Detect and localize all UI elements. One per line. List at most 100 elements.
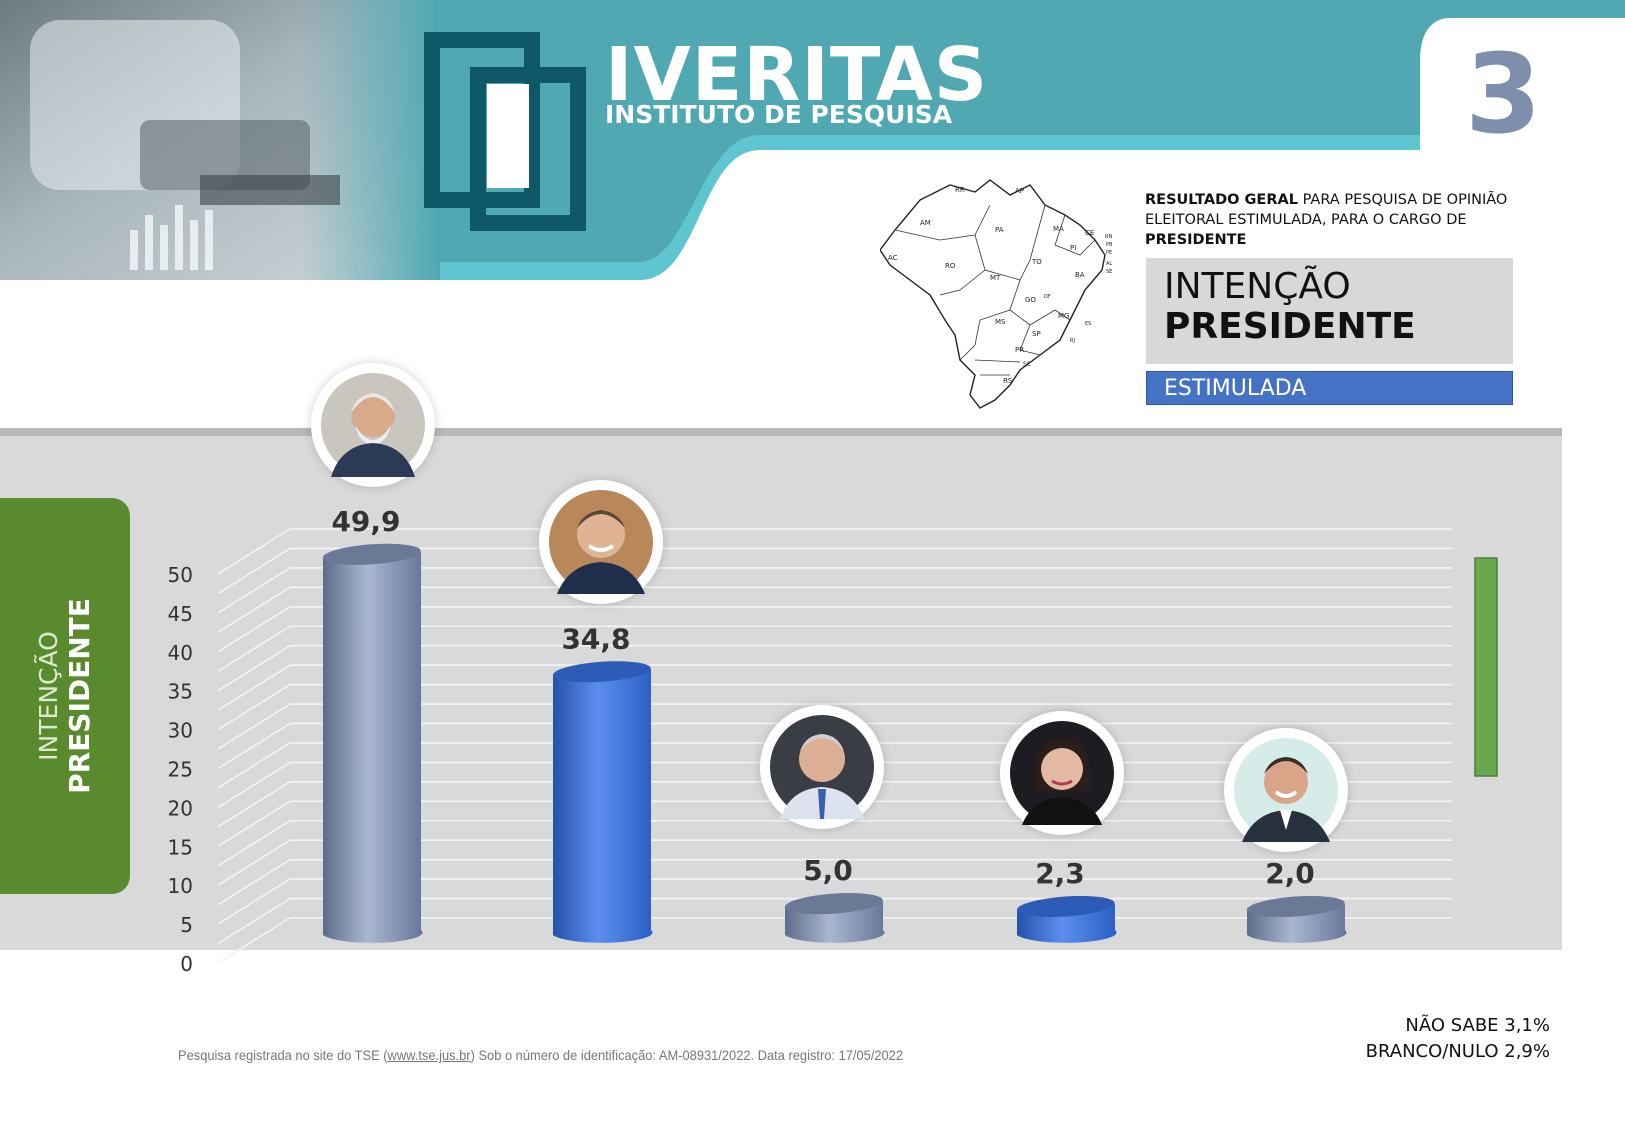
y-tick-label: 15 xyxy=(168,835,193,859)
bar-cap xyxy=(784,893,883,915)
value-label: 2,3 xyxy=(1035,857,1085,890)
chart-top-border xyxy=(0,428,1562,436)
gridline-depth xyxy=(217,878,291,925)
footer-text-pre: Pesquisa registrada no site do TSE ( xyxy=(178,1047,388,1063)
bar-cap xyxy=(322,543,421,565)
map-label: AC xyxy=(888,254,898,262)
brand-subtitle: INSTITUTO DE PESQUISA xyxy=(605,100,953,129)
survey-type-label: ESTIMULADA xyxy=(1164,376,1307,401)
gridline-depth xyxy=(217,800,291,847)
green-accent-bar xyxy=(1474,557,1498,777)
footer-note: Pesquisa registrada no site do TSE (www.… xyxy=(178,1047,903,1063)
gridline-depth xyxy=(217,683,291,731)
title-line-2: PRESIDENTE xyxy=(1164,306,1416,347)
map-label: MA xyxy=(1053,225,1064,233)
side-label: INTENÇÃO PRESIDENTE xyxy=(0,498,130,894)
brazil-map-icon: RR AP AM PA MA CE RN PB PE AL SE PI AC R… xyxy=(880,179,1113,409)
y-tick-label: 50 xyxy=(168,563,193,587)
nao-sabe-stat: NÃO SABE 3,1% xyxy=(1405,1015,1550,1036)
page-number: 3 xyxy=(1465,30,1542,158)
y-tick-label: 40 xyxy=(168,641,193,665)
description-bold-2: PRESIDENTE xyxy=(1145,232,1247,248)
map-label: PA xyxy=(995,226,1004,234)
page-number-tab xyxy=(1420,18,1625,200)
bar-cap xyxy=(552,661,651,683)
chart-background xyxy=(0,428,1562,950)
map-label: RJ xyxy=(1070,338,1075,344)
description-text: PARA PESQUISA DE OPINIÃO ELEITORAL ESTIM… xyxy=(1145,192,1508,228)
y-tick-label: 45 xyxy=(168,602,193,626)
y-tick-label: 5 xyxy=(180,913,193,937)
y-tick-label: 20 xyxy=(168,796,193,820)
gridline-depth xyxy=(217,625,291,672)
map-label: MG xyxy=(1058,312,1069,320)
map-label: RO xyxy=(945,262,956,270)
value-label: 2,0 xyxy=(1265,857,1315,890)
map-label: CE xyxy=(1085,229,1094,237)
value-label: 34,8 xyxy=(561,622,630,655)
header-banner xyxy=(0,0,1625,280)
map-label: SE xyxy=(1106,269,1112,275)
map-label: TO xyxy=(1031,258,1042,266)
bar-cap xyxy=(1016,895,1115,918)
title-line-1: INTENÇÃO xyxy=(1164,266,1351,307)
map-label: AL xyxy=(1106,261,1112,267)
footer-text-post: ) Sob o número de identificação: AM-0893… xyxy=(470,1047,904,1063)
gridline-depth xyxy=(217,547,291,595)
map-label: PB xyxy=(1106,242,1113,248)
gridline-depth xyxy=(217,567,291,614)
bar xyxy=(323,551,423,943)
title-box: INTENÇÃO PRESIDENTE xyxy=(1146,258,1513,364)
map-label: SP xyxy=(1032,330,1041,338)
description-bold-1: RESULTADO GERAL xyxy=(1145,192,1298,208)
map-label: RS xyxy=(1003,377,1013,385)
y-tick-label: 25 xyxy=(168,758,193,782)
y-tick-label: 10 xyxy=(168,874,193,898)
map-label: ES xyxy=(1085,321,1091,327)
map-label: GO xyxy=(1025,296,1036,304)
brand-name: IVERITAS xyxy=(605,32,989,118)
map-label: PI xyxy=(1070,244,1076,252)
avatar-ciro xyxy=(760,705,884,829)
branco-nulo-stat: BRANCO/NULO 2,9% xyxy=(1365,1041,1550,1062)
avatar-bolsonaro xyxy=(539,480,663,604)
survey-type-badge: ESTIMULADA xyxy=(1146,371,1513,405)
map-label: AM xyxy=(920,219,931,227)
gridline-depth xyxy=(217,858,291,906)
map-label: MS xyxy=(995,318,1006,326)
map-label: PR xyxy=(1015,346,1024,354)
gridline-depth xyxy=(217,781,291,828)
value-labels: 49,9 34,8 5,0 2,3 2,0 xyxy=(331,505,1314,890)
y-tick-label: 30 xyxy=(168,719,193,743)
gridline-depth xyxy=(217,761,291,809)
side-label-line-1: INTENÇÃO xyxy=(34,631,63,761)
map-label: MT xyxy=(990,274,1001,282)
y-axis: 0 5 10 15 20 25 30 35 40 45 50 xyxy=(168,563,193,976)
value-label: 5,0 xyxy=(803,854,853,887)
side-label-line-2: PRESIDENTE xyxy=(63,598,96,794)
bars xyxy=(322,543,1347,943)
header-photo xyxy=(0,0,440,280)
map-label: PE xyxy=(1106,250,1112,256)
gridline-depth xyxy=(217,645,291,692)
map-label: DF xyxy=(1044,294,1051,300)
gridline-depth xyxy=(217,897,291,945)
gridline-depth xyxy=(217,606,291,653)
map-label: SC xyxy=(1023,361,1031,368)
y-tick-label: 0 xyxy=(180,952,193,976)
bar xyxy=(553,669,653,943)
avatar-lula xyxy=(311,363,435,487)
gridline-depth xyxy=(217,586,291,634)
value-label: 49,9 xyxy=(331,505,400,538)
y-tick-label: 35 xyxy=(168,680,193,704)
avatar-doria xyxy=(1224,728,1348,852)
gridline-depth xyxy=(217,839,291,886)
gridline-depth xyxy=(217,528,291,575)
gridline-depth xyxy=(217,742,291,789)
gridline-depth xyxy=(217,820,291,867)
tse-link[interactable]: www.tse.jus.br xyxy=(387,1047,471,1063)
gridline-depth xyxy=(217,917,291,964)
map-label: AP xyxy=(1015,187,1024,195)
map-label: RR xyxy=(955,186,965,194)
